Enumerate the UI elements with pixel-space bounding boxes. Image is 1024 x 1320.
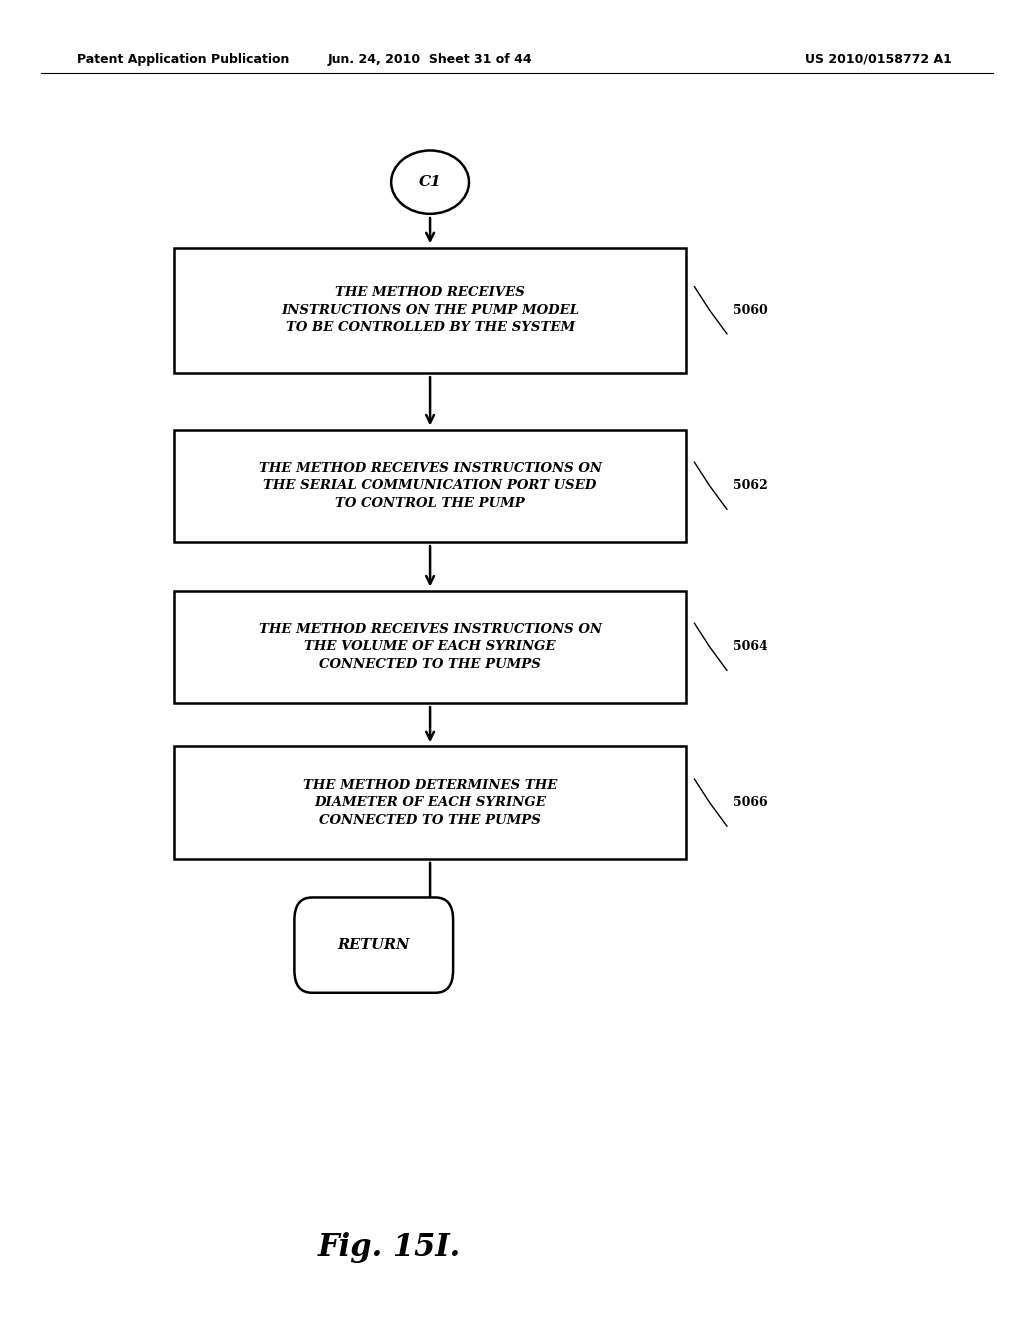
Text: 5060: 5060 [733,304,768,317]
Bar [174,746,686,858]
Text: Jun. 24, 2010  Sheet 31 of 44: Jun. 24, 2010 Sheet 31 of 44 [328,53,532,66]
Text: RETURN: RETURN [338,939,410,952]
Ellipse shape [391,150,469,214]
Text: US 2010/0158772 A1: US 2010/0158772 A1 [806,53,952,66]
Text: THE METHOD RECEIVES INSTRUCTIONS ON
THE VOLUME OF EACH SYRINGE
CONNECTED TO THE : THE METHOD RECEIVES INSTRUCTIONS ON THE … [259,623,601,671]
Text: Fig. 15I.: Fig. 15I. [317,1232,461,1263]
Text: 5064: 5064 [733,640,768,653]
Text: THE METHOD DETERMINES THE
DIAMETER OF EACH SYRINGE
CONNECTED TO THE PUMPS: THE METHOD DETERMINES THE DIAMETER OF EA… [303,779,557,826]
Text: 5066: 5066 [733,796,768,809]
Text: 5062: 5062 [733,479,768,492]
Bar [174,591,686,702]
Text: THE METHOD RECEIVES INSTRUCTIONS ON
THE SERIAL COMMUNICATION PORT USED
TO CONTRO: THE METHOD RECEIVES INSTRUCTIONS ON THE … [259,462,601,510]
Text: THE METHOD RECEIVES
INSTRUCTIONS ON THE PUMP MODEL
TO BE CONTROLLED BY THE SYSTE: THE METHOD RECEIVES INSTRUCTIONS ON THE … [281,286,580,334]
Bar [174,430,686,541]
Bar [174,248,686,372]
Text: Patent Application Publication: Patent Application Publication [77,53,289,66]
FancyBboxPatch shape [295,898,453,993]
Text: C1: C1 [419,176,441,189]
